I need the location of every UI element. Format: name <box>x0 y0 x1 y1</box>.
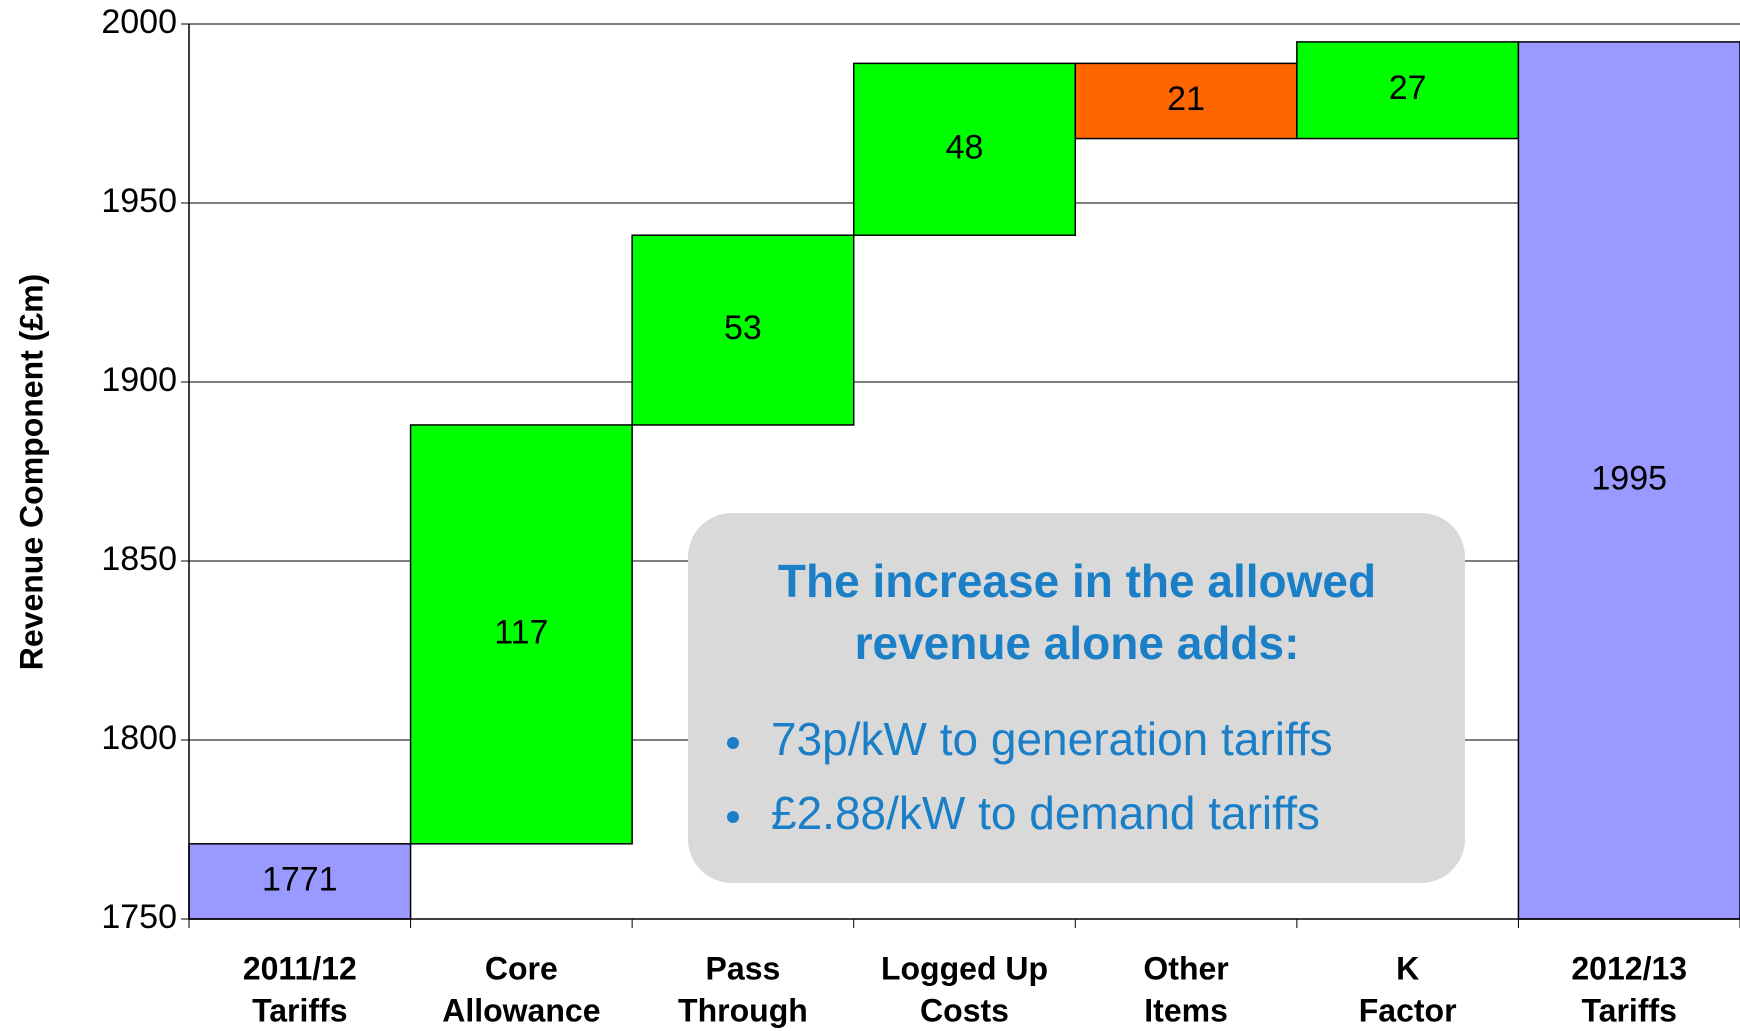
y-tick-label: 2000 <box>101 3 177 41</box>
annotation-bullet: £2.88/kW to demand tariffs <box>771 787 1320 839</box>
bullet-dot <box>727 737 739 749</box>
y-tick-label: 1800 <box>101 719 177 757</box>
bar <box>1296 41 1520 140</box>
x-tick-label: Core <box>485 950 558 986</box>
x-tick-label: Allowance <box>442 992 600 1028</box>
x-tick-label: Other <box>1143 950 1228 986</box>
x-tick-label: Costs <box>920 992 1009 1028</box>
data-label: 117 <box>494 613 548 651</box>
bar <box>188 843 412 920</box>
x-tick-label: Items <box>1144 992 1228 1028</box>
x-tick-label: Through <box>678 992 808 1028</box>
x-tick-label: Tariffs <box>1582 992 1677 1028</box>
x-tick-label: Pass <box>706 950 781 986</box>
y-tick-label: 1850 <box>101 540 177 578</box>
x-tick-label: 2011/12 <box>243 950 357 986</box>
bullet-dot <box>727 811 739 823</box>
data-label: 27 <box>1389 69 1427 107</box>
data-label: 1771 <box>262 860 338 898</box>
y-tick-label: 1950 <box>101 182 177 220</box>
x-tick-label: K <box>1396 950 1419 986</box>
y-tick-label: 1900 <box>101 361 177 399</box>
bar <box>631 234 855 426</box>
x-tick-label: 2012/13 <box>1571 950 1687 986</box>
annotation-bullet: 73p/kW to generation tariffs <box>771 713 1333 765</box>
y-tick-label: 1750 <box>101 898 177 936</box>
x-tick-label: Logged Up <box>881 950 1048 986</box>
data-label: 1995 <box>1591 459 1667 497</box>
bar <box>1517 41 1740 920</box>
bar <box>409 424 633 845</box>
annotation-title: The increase in the allowed <box>778 555 1376 607</box>
data-label: 48 <box>946 128 984 166</box>
x-tick-label: Tariffs <box>252 992 347 1028</box>
y-axis-label: Revenue Component (£m) <box>13 274 49 670</box>
bar <box>1074 62 1298 140</box>
data-label: 53 <box>724 309 762 347</box>
bar <box>852 62 1077 236</box>
annotation-box <box>688 513 1465 883</box>
annotation-title: revenue alone adds: <box>855 617 1300 669</box>
x-tick-label: Factor <box>1359 992 1457 1028</box>
data-label: 21 <box>1167 80 1205 118</box>
